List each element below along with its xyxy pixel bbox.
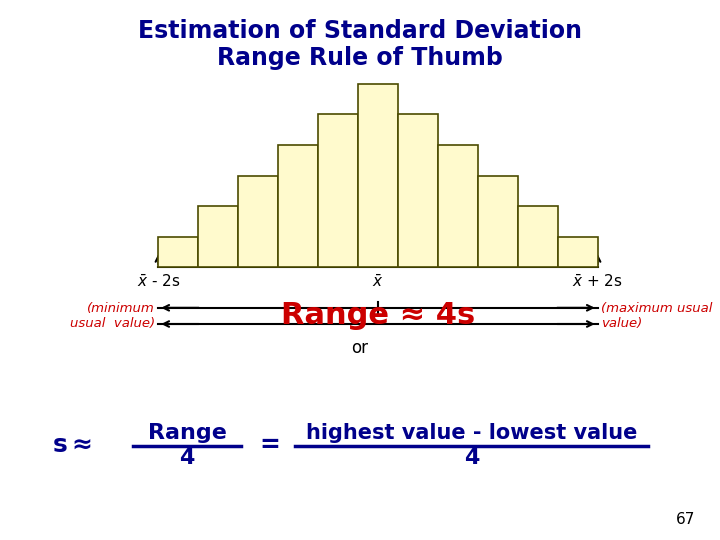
Text: highest value - lowest value: highest value - lowest value bbox=[306, 423, 637, 443]
Text: 4: 4 bbox=[179, 448, 195, 468]
Text: $\bar{x}$ - 2s: $\bar{x}$ - 2s bbox=[137, 274, 180, 290]
Text: $\bar{x}$: $\bar{x}$ bbox=[372, 274, 384, 290]
Text: 67: 67 bbox=[675, 511, 695, 526]
Text: Range: Range bbox=[148, 423, 227, 443]
Text: Estimation of Standard Deviation: Estimation of Standard Deviation bbox=[138, 19, 582, 43]
Text: Range ≈ 4s: Range ≈ 4s bbox=[281, 301, 475, 330]
Text: $\mathbf{s \approx}$: $\mathbf{s \approx}$ bbox=[52, 434, 92, 457]
Text: (minimum
usual  value): (minimum usual value) bbox=[70, 302, 155, 330]
Text: (maximum usual
value): (maximum usual value) bbox=[601, 302, 713, 330]
Text: $\bar{x}$ + 2s: $\bar{x}$ + 2s bbox=[572, 274, 623, 290]
Text: =: = bbox=[260, 434, 280, 457]
Text: 4: 4 bbox=[464, 448, 480, 468]
Text: Range Rule of Thumb: Range Rule of Thumb bbox=[217, 46, 503, 70]
Text: or: or bbox=[351, 339, 369, 357]
